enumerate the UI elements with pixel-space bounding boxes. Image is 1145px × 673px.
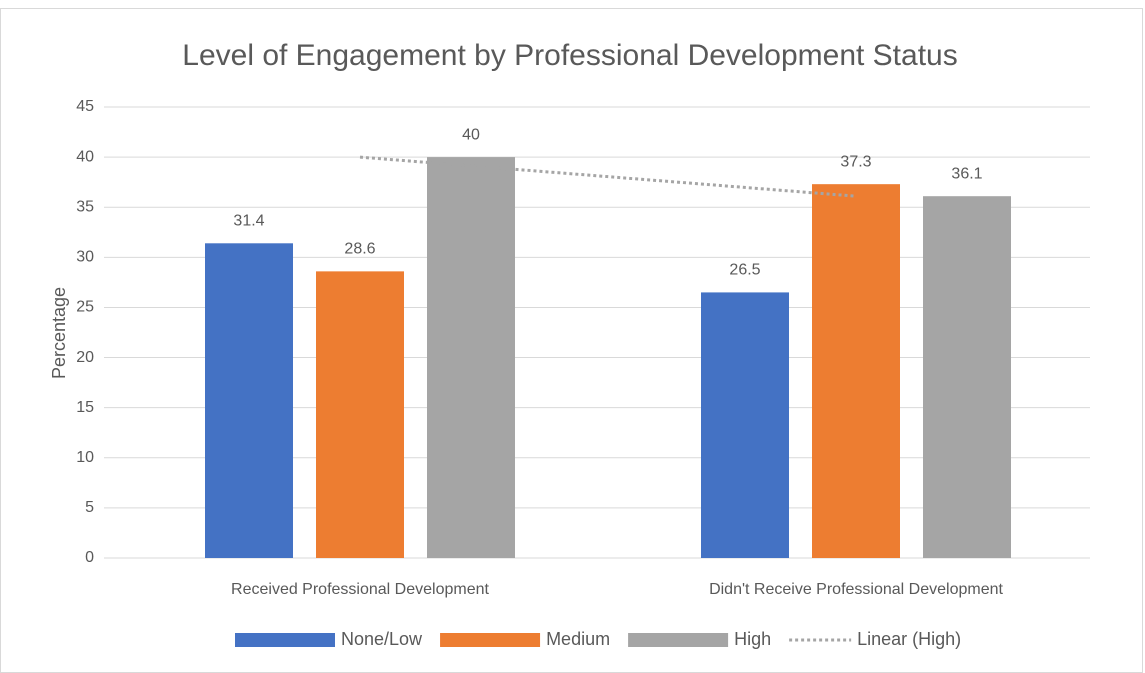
value-label: 36.1 (951, 165, 982, 182)
legend-label: Linear (High) (857, 629, 961, 649)
bar (812, 184, 900, 558)
value-label: 31.4 (233, 213, 264, 230)
x-tick-label: Didn't Receive Professional Development (709, 581, 1003, 598)
bar (701, 292, 789, 558)
value-label: 28.6 (344, 241, 375, 258)
value-label: 37.3 (840, 153, 871, 170)
y-tick-label: 10 (76, 449, 94, 466)
value-label: 40 (462, 126, 480, 143)
y-tick-label: 25 (76, 299, 94, 316)
y-tick-label: 0 (85, 549, 94, 566)
value-label: 26.5 (729, 262, 760, 279)
y-tick-label: 5 (85, 499, 94, 516)
bar (316, 271, 404, 558)
y-tick-label: 30 (76, 249, 94, 266)
bar (427, 157, 515, 558)
legend-label: None/Low (341, 629, 423, 649)
trendline (359, 155, 857, 198)
legend-label: Medium (546, 629, 610, 649)
y-tick-label: 20 (76, 349, 94, 366)
chart-title: Level of Engagement by Professional Deve… (182, 39, 957, 72)
x-tick-label: Received Professional Development (231, 581, 489, 598)
legend-swatch (628, 633, 729, 647)
legend-swatch (235, 633, 335, 647)
y-axis-label: Percentage (49, 287, 69, 379)
bar (923, 196, 1011, 558)
y-tick-label: 45 (76, 98, 94, 115)
y-tick-label: 35 (76, 198, 94, 215)
legend-label: High (734, 629, 771, 649)
bar (205, 243, 293, 558)
legend-swatch (440, 633, 541, 647)
y-tick-label: 40 (76, 148, 94, 165)
y-tick-label: 15 (76, 399, 94, 416)
